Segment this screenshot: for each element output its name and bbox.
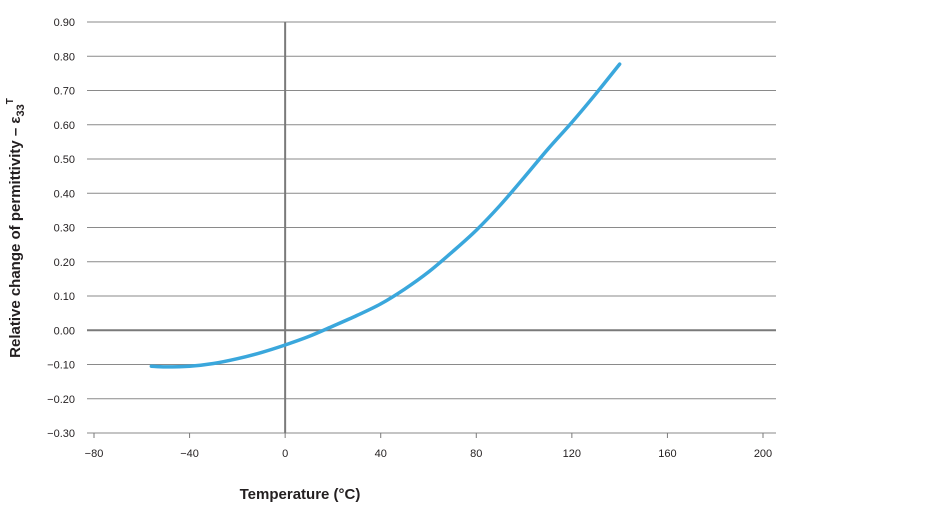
x-tick-label: 160 [658,448,676,460]
y-tick-label: 0.30 [54,223,75,235]
y-tick-label: −0.30 [47,428,75,440]
x-axis-title: Temperature (°C) [240,486,361,503]
y-tick-label: 0.90 [54,17,75,29]
y-tick-label: 0.60 [54,120,75,132]
x-tick-label: 120 [563,448,581,460]
grid-lines [87,21,776,438]
y-axis-title-subscript: 33 [15,104,27,116]
y-tick-label: 0.40 [54,188,75,200]
y-tick-labels: 0.90 0.80 0.70 0.60 0.50 0.40 0.30 0.20 0.10 0.00… [47,17,75,440]
x-tick-label: 0 [282,448,288,460]
y-tick-label: −0.20 [47,394,75,406]
y-axis-title-text: Relative change of permittivity – ε [7,117,24,358]
x-tick-label: 80 [470,448,482,460]
y-tick-label: 0.10 [54,291,75,303]
x-tick-label: 200 [754,448,772,460]
y-tick-label: 0.00 [54,325,75,337]
x-tick-labels: −80 −40 0 40 80 120 160 200 [85,448,773,460]
y-tick-label: 0.20 [54,257,75,269]
series-line [149,62,622,369]
y-axis-title: Relative change of permittivity – ε33T [5,98,27,358]
series-group [149,62,622,369]
y-tick-label: 0.70 [54,86,75,98]
x-tick-label: 40 [375,448,387,460]
y-tick-label: 0.80 [54,51,75,63]
x-tick-label: −40 [180,448,199,460]
y-tick-label: −0.10 [47,360,75,372]
y-axis-title-superscript: T [5,98,16,104]
x-tick-label: −80 [85,448,104,460]
y-tick-label: 0.50 [54,154,75,166]
